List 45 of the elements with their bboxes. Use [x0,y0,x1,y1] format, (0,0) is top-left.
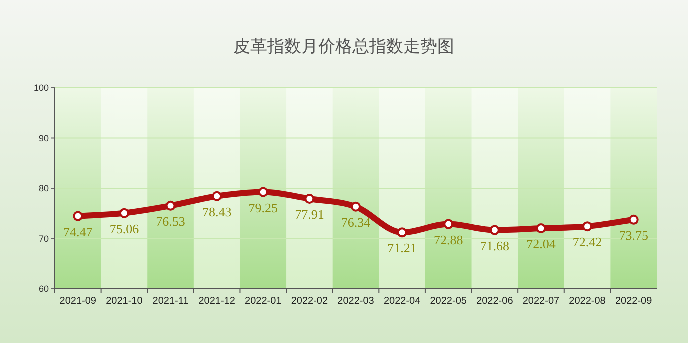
data-label: 76.34 [341,214,372,230]
data-label: 75.06 [110,221,140,236]
chart-title: 皮革指数月价格总指数走势图 [234,37,454,56]
point [212,191,222,202]
point [258,187,268,198]
point [444,219,454,230]
point [397,228,408,238]
x-tick-label: 2021-12 [198,296,236,307]
x-tick-label: 2021-09 [60,296,97,307]
y-tick-label: 90 [38,133,49,144]
x-tick-label: 2021-11 [152,296,190,307]
x-tick-label: 2022-03 [338,296,375,307]
data-label: 72.42 [572,234,602,250]
data-label: 79.25 [248,200,278,216]
y-tick-label: 60 [38,284,49,294]
x-tick-label: 2022-05 [430,296,468,307]
x-tick-label: 2022-08 [569,296,606,307]
point [73,211,84,222]
point [628,214,639,225]
x-tick-label: 2022-07 [522,296,560,307]
data-label: 77.91 [295,207,324,222]
point [351,202,361,212]
y-tick-label: 100 [34,83,49,93]
data-label: 71.21 [388,240,417,256]
point [304,194,315,204]
y-tick-label: 70 [38,234,49,244]
x-tick-label: 2022-09 [615,296,653,307]
data-label: 72.88 [434,232,464,248]
data-label: 72.04 [526,236,556,252]
data-label: 71.68 [480,238,510,254]
x-tick-label: 2022-02 [291,296,328,307]
data-label: 78.43 [202,204,232,220]
point [536,224,546,234]
point [119,208,130,218]
y-tick-label: 80 [38,184,49,194]
x-tick-label: 2022-04 [384,296,422,307]
x-tick-label: 2022-01 [245,296,282,307]
point [166,200,176,211]
data-label: 74.47 [64,224,94,240]
x-tick-label: 2022-06 [476,296,514,307]
x-tick-label: 2021-10 [106,296,144,307]
data-label: 76.53 [156,214,186,229]
data-label: 73.75 [619,228,648,243]
point [490,225,500,236]
point [582,222,593,232]
